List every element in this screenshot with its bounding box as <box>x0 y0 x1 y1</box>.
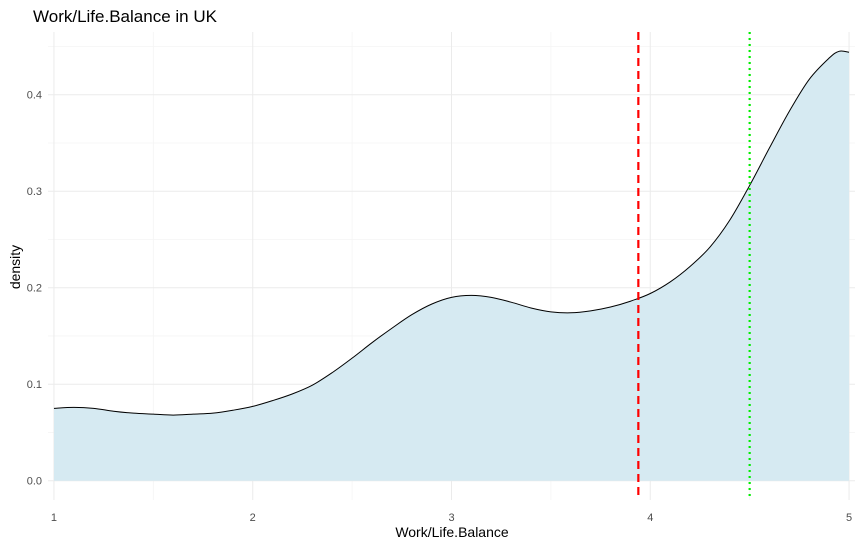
y-tick-labels: 0.0 0.1 0.2 0.3 0.4 <box>27 90 42 488</box>
x-tick-labels: 1 2 3 4 5 <box>51 512 852 524</box>
x-tick-label: 5 <box>846 512 852 524</box>
x-tick-label: 2 <box>250 512 256 524</box>
density-area <box>53 51 850 481</box>
reference-lines <box>637 32 751 500</box>
x-tick-label: 1 <box>51 512 57 524</box>
density-line <box>53 50 850 416</box>
x-axis-title: Work/Life.Balance <box>395 524 509 540</box>
y-tick-label: 0.2 <box>27 283 42 295</box>
density-series <box>53 50 850 481</box>
y-tick-label: 0.0 <box>27 476 42 488</box>
y-tick-label: 0.1 <box>27 379 42 391</box>
y-tick-label: 0.3 <box>27 186 42 198</box>
y-axis-title: density <box>7 245 23 289</box>
x-tick-label: 3 <box>448 512 454 524</box>
chart-title: Work/Life.Balance in UK <box>33 7 218 26</box>
x-tick-label: 4 <box>647 512 653 524</box>
y-tick-label: 0.4 <box>27 90 42 102</box>
